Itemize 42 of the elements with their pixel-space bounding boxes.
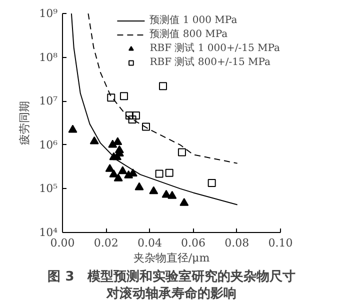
y-tick-label: 10⁸ xyxy=(39,50,58,64)
x-tick-label: 0.04 xyxy=(137,236,162,250)
y-tick-label: 10⁵ xyxy=(39,182,58,196)
legend-label: RBF 测试 800+/-15 MPa xyxy=(150,56,270,69)
point xyxy=(180,198,189,206)
point xyxy=(109,169,118,178)
x-tick-label: 0.02 xyxy=(94,236,118,250)
y-axis-title: 疲劳同期 xyxy=(18,101,32,145)
x-axis-title: 夹杂物直径/μm xyxy=(133,252,210,264)
legend-label: 预测值 800 MPa xyxy=(150,28,228,41)
point xyxy=(132,111,140,120)
point xyxy=(112,152,122,160)
point xyxy=(208,178,216,187)
x-tick-label: 0.00 xyxy=(50,236,75,250)
point xyxy=(159,82,167,90)
x-tick-label: 0.10 xyxy=(268,236,293,250)
point xyxy=(125,111,134,120)
y-tick-label: 10⁴ xyxy=(39,226,58,239)
x-tick-label: 0.06 xyxy=(181,236,206,250)
point xyxy=(178,148,186,156)
y-tick-label: 10⁷ xyxy=(39,94,58,108)
point xyxy=(128,116,136,124)
point xyxy=(105,164,114,172)
point xyxy=(168,190,177,199)
point xyxy=(120,92,128,100)
legend-label: 预测值 1 000 MPa xyxy=(150,14,238,27)
text: 图 3 模型预测和实验室研究的夹杂物尺寸对滚动轴承寿命的影响 xyxy=(48,268,296,301)
point xyxy=(107,94,116,102)
point xyxy=(113,137,122,146)
point xyxy=(134,182,144,190)
point xyxy=(114,173,123,182)
y-tick-label: 10⁶ xyxy=(39,138,58,152)
legend-label: RBF 测试 1 000+/-15 MPa xyxy=(150,42,280,55)
point xyxy=(155,170,164,178)
point xyxy=(90,136,99,144)
point xyxy=(142,122,150,131)
point xyxy=(68,124,78,133)
y-tick-label: 10⁹ xyxy=(39,7,58,20)
x-tick-label: 0.08 xyxy=(224,236,250,250)
point xyxy=(149,186,158,194)
point xyxy=(118,166,128,174)
point xyxy=(165,168,174,177)
